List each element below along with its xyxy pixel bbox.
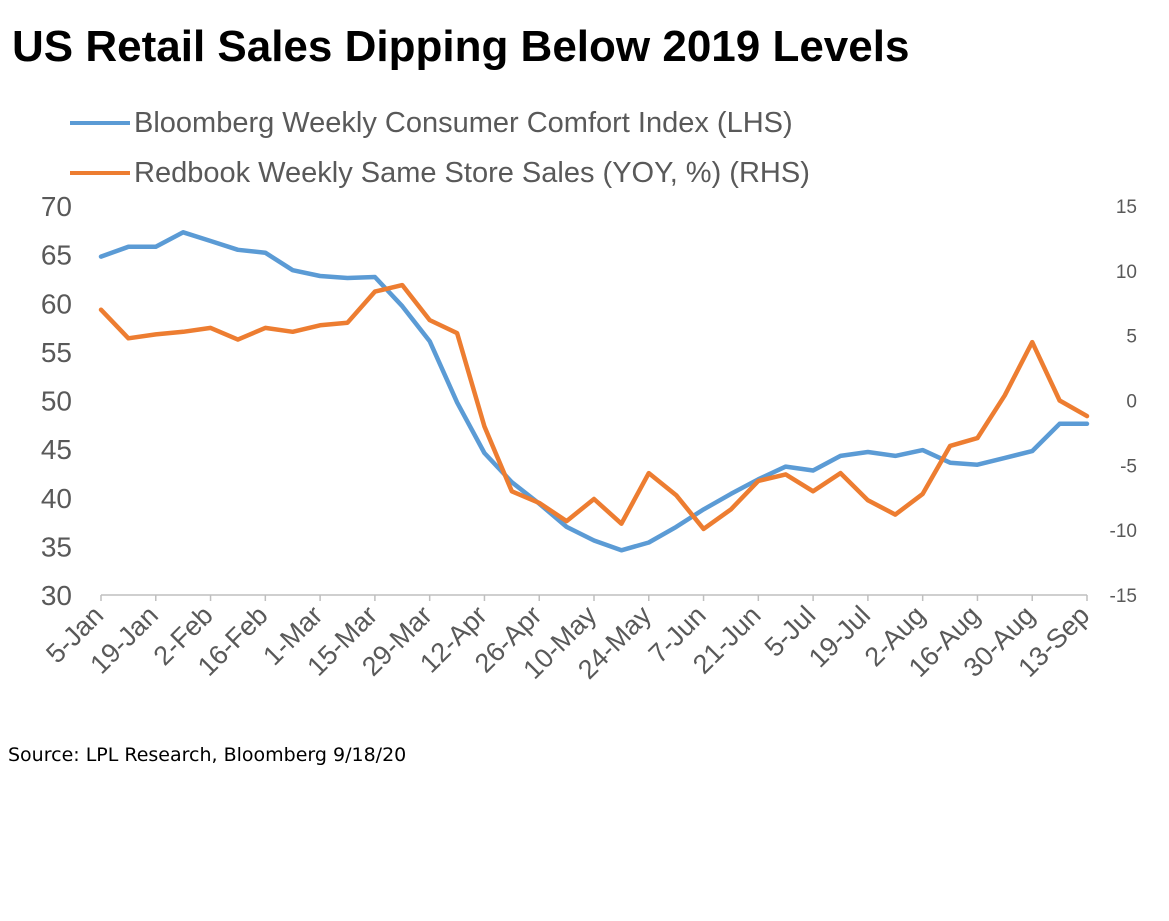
y-left-tick-label: 70 <box>41 191 72 222</box>
legend-label-consumer-comfort: Bloomberg Weekly Consumer Comfort Index … <box>134 106 793 139</box>
y-right-tick-label: -10 <box>1110 521 1137 542</box>
y-left-tick-label: 60 <box>41 288 72 319</box>
chart-title: US Retail Sales Dipping Below 2019 Level… <box>12 22 910 71</box>
legend-label-redbook-sales: Redbook Weekly Same Store Sales (YOY, %)… <box>134 156 810 189</box>
x-tick-label: 19-Jul <box>803 600 876 673</box>
y-right-tick-label: 5 <box>1126 327 1137 348</box>
y-right-tick-label: -5 <box>1120 456 1137 477</box>
y-left-tick-label: 35 <box>41 531 72 562</box>
source-note: Source: LPL Research, Bloomberg 9/18/20 <box>8 744 407 766</box>
y-right-tick-label: -15 <box>1110 586 1137 607</box>
y-left-tick-label: 65 <box>41 240 72 271</box>
legend-swatch-consumer-comfort <box>70 121 130 125</box>
y-left-tick-label: 30 <box>41 580 72 611</box>
y-left-tick-label: 55 <box>41 337 72 368</box>
chart-legend: Bloomberg Weekly Consumer Comfort Index … <box>70 98 810 198</box>
y-right-tick-label: 0 <box>1126 392 1137 413</box>
series-line-consumer-comfort <box>98 230 1090 553</box>
y-left-tick-label: 40 <box>41 483 72 514</box>
y-right-tick-label: 15 <box>1116 197 1137 218</box>
legend-item-consumer-comfort: Bloomberg Weekly Consumer Comfort Index … <box>70 98 810 148</box>
legend-swatch-redbook-sales <box>70 171 130 175</box>
legend-item-redbook-sales: Redbook Weekly Same Store Sales (YOY, %)… <box>70 148 810 198</box>
y-left-tick-label: 45 <box>41 434 72 465</box>
series-line-redbook-sales <box>98 282 1090 532</box>
y-left-tick-label: 50 <box>41 386 72 417</box>
y-right-tick-label: 10 <box>1116 262 1137 283</box>
